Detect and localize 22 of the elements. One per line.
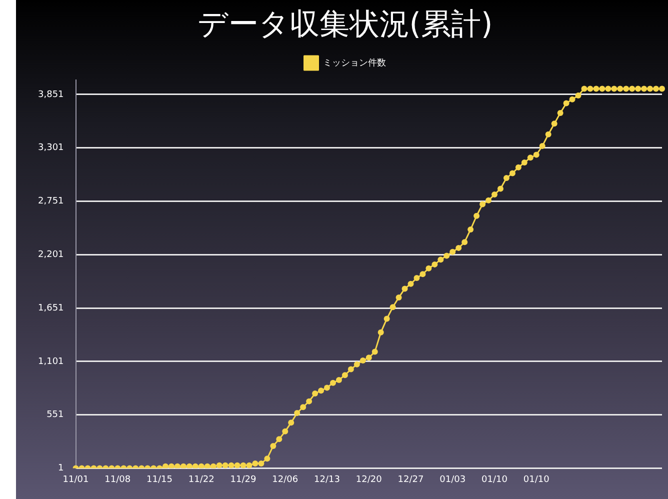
chart-title: データ収集状況(累計): [197, 6, 493, 42]
x-tick-label: 11/29: [230, 474, 257, 485]
x-tick-label: 12/20: [356, 474, 382, 485]
x-tick-label: 12/13: [314, 474, 340, 485]
y-tick-label: 1: [58, 464, 64, 474]
x-tick-label: 01/10: [482, 474, 508, 485]
y-tick-label: 2,751: [38, 196, 64, 207]
x-tick-label: 01/10: [523, 474, 550, 485]
y-tick-label: 3,301: [38, 143, 64, 154]
y-tick-label: 551: [46, 410, 64, 420]
x-tick-label: 11/01: [62, 474, 89, 485]
y-tick-label: 3,851: [38, 90, 64, 100]
y-tick-label: 1,101: [38, 356, 64, 367]
x-tick-label: 11/08: [104, 474, 131, 485]
x-tick-label: 11/15: [146, 474, 172, 485]
x-tick-label: 01/03: [440, 474, 466, 485]
x-tick-label: 12/06: [272, 474, 298, 485]
x-tick-label: 12/27: [398, 474, 424, 485]
legend-label: ミッション件数: [322, 57, 386, 68]
y-tick-label: 1,651: [38, 303, 64, 314]
y-tick-label: 2,201: [38, 250, 64, 260]
x-tick-label: 11/22: [188, 474, 214, 485]
